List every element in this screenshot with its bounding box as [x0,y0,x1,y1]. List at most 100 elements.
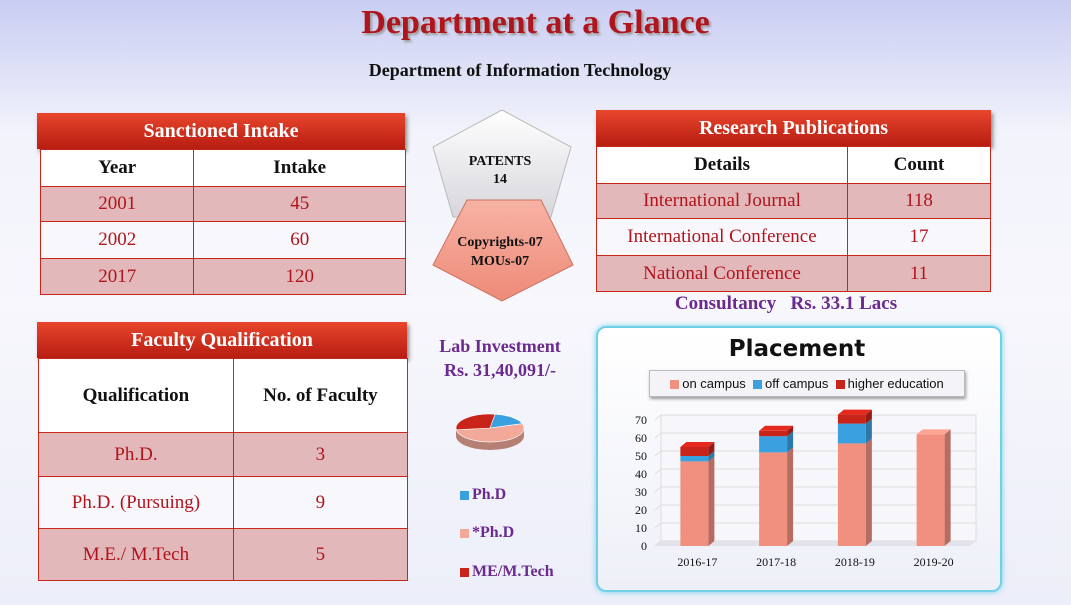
pie-legend-item: Ph.D [460,486,506,504]
lab-investment-label: Lab Investment [439,336,561,356]
legend-swatch-icon [460,490,469,500]
legend-swatch-icon [670,380,680,390]
y-tick-label: 70 [635,413,647,427]
legend-swatch-icon [835,380,845,390]
cell-count: 17 [847,218,991,256]
cell-details: International Journal [596,183,848,219]
cell-count: 11 [847,255,991,292]
grid-line [654,504,662,511]
x-tick-label: 2017-18 [756,555,796,569]
legend-label-off-campus: off campus [765,376,829,391]
bar-on-campus-2016-17-side [708,456,715,546]
column-header-year: Year [39,149,195,187]
cell-qualification: Ph.D. [38,432,234,477]
bar-off-campus-2017-18 [759,436,788,453]
bar-top-2016-17 [680,442,715,447]
table-row: 2017 120 [39,258,406,295]
bar-top-2019-20 [916,429,951,435]
bar-higher-education-2018-19 [837,414,866,424]
y-tick-label: 40 [635,467,647,481]
bar-on-campus-2019-20 [916,434,945,546]
sanctioned-intake-table: Year Intake 2001 45 2002 60 2017 120 [39,149,406,295]
faculty-pie-chart [455,413,525,450]
pie-legend-label: ME/M.Tech [472,563,554,580]
table-row: Ph.D. (Pursuing) 9 [38,476,409,529]
bar-off-campus-2017-18-side [787,431,794,453]
bar-top-2017-18 [759,425,794,431]
legend-swatch-icon [753,380,763,390]
x-tick-label: 2018-19 [835,555,875,569]
table-row: M.E./ M.Tech 5 [38,528,409,581]
y-tick-label: 30 [635,485,647,499]
patents-label: PATENTS [468,154,532,169]
placement-bar-chart: 0 10 20 30 40 50 60 70 2016-17 2017-18 2018-19 2019… [635,409,977,569]
legend-label-higher-education: higher education [847,376,944,391]
bar-off-campus-2018-19 [837,423,866,444]
cell-details: National Conference [596,255,848,292]
faculty-qualification-title: Faculty Qualification [37,322,407,358]
copyrights-pentagon [432,199,574,302]
column-header-faculty-count: No. of Faculty [232,358,409,433]
mous-label: MOUs-07 [470,254,530,269]
column-header-details: Details [596,146,848,184]
copyrights-label: Copyrights-07 [457,235,543,250]
plot-floor [655,541,976,546]
legend-label-on-campus: on campus [682,376,746,391]
lab-investment-value: Rs. 31,40,091/- [444,360,556,380]
column-header-qualification: Qualification [38,358,234,433]
pie-slice-memtech [455,413,496,431]
x-tick-label: 2016-17 [677,555,717,569]
bar-top-2018-19 [837,409,872,415]
x-tick-label: 2019-20 [914,555,954,569]
pie-legend-label: Ph.D [472,486,507,503]
cell-year: 2001 [39,186,195,222]
cell-intake: 45 [193,186,406,222]
legend-swatch-icon [460,528,469,538]
table-row: International Journal 118 [596,183,991,219]
table-row: Ph.D. 3 [38,432,409,477]
bar-higher-education-2018-19-side [865,409,872,424]
research-publications-title: Research Publications [596,110,991,146]
grid-line [654,486,662,493]
page-title: Department at a Glance [361,4,710,41]
cell-qualification: Ph.D. (Pursuing) [38,476,234,529]
grid-line [654,432,662,439]
cell-qualification: M.E./ M.Tech [38,528,234,581]
cell-intake: 60 [193,221,406,259]
patents-value: 14 [493,172,507,187]
cell-details: International Conference [596,218,848,256]
legend-swatch-icon [460,567,469,577]
page-subtitle: Department of Information Technology [368,60,672,80]
bar-on-campus-2019-20-side [944,429,951,546]
pie-legend-label: *Ph.D [472,524,515,541]
table-row: National Conference 11 [596,255,991,292]
sanctioned-intake-title: Sanctioned Intake [37,113,405,149]
table-row: 2002 60 [39,221,406,259]
table-row: International Conference 17 [596,218,991,256]
bar-off-campus-2016-17 [680,456,709,462]
y-tick-label: 50 [635,449,647,463]
column-header-intake: Intake [193,149,406,187]
grid-line [654,468,662,475]
grid-line [654,522,662,529]
bar-on-campus-2018-19-side [865,438,872,546]
pie-legend-item: ME/M.Tech [460,563,554,581]
bar-off-campus-2016-17-side [708,451,715,462]
cell-year: 2017 [39,258,195,295]
patents-graphic [432,109,574,302]
y-tick-label: 10 [635,521,647,535]
consultancy-text: Consultancy Rs. 33.1 Lacs [674,293,898,314]
bar-higher-education-2017-18 [759,430,788,437]
cell-faculty-count: 3 [232,432,409,477]
grid-line [654,450,662,457]
bar-on-campus-2017-18 [759,452,788,546]
cell-year: 2002 [39,221,195,259]
table-row: 2001 45 [39,186,406,222]
bar-on-campus-2016-17 [680,461,709,546]
y-tick-label: 60 [635,431,647,445]
bar-off-campus-2018-19-side [865,418,872,444]
cell-intake: 120 [193,258,406,295]
bar-higher-education-2017-18-side [787,425,794,437]
cell-faculty-count: 9 [232,476,409,529]
cell-faculty-count: 5 [232,528,409,581]
